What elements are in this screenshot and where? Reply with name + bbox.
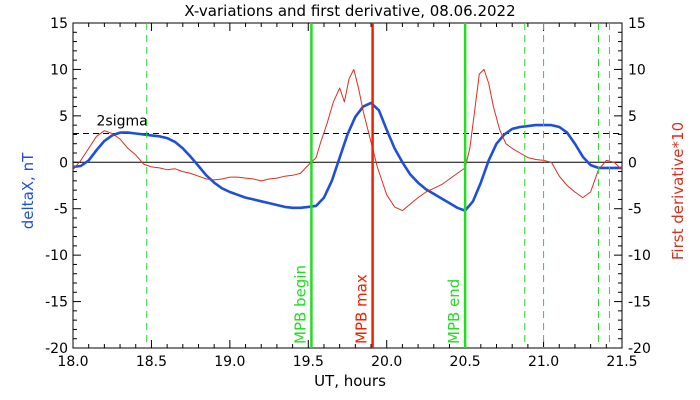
- y-tick-label-right: 0: [628, 155, 637, 171]
- x-tick-label: 18.0: [57, 354, 88, 370]
- x-tick-label: 18.5: [136, 354, 167, 370]
- event-marker-label: MPB begin: [291, 265, 309, 344]
- y-tick-label-right: 15: [628, 16, 646, 32]
- x-tick-label: 21.5: [606, 354, 637, 370]
- threshold-label: 2sigma: [97, 114, 148, 130]
- derivative-series-line: [72, 68, 623, 212]
- y-tick-label-right: -20: [628, 341, 651, 357]
- series: [72, 68, 623, 212]
- y-tick-label-left: 5: [59, 109, 68, 125]
- event-marker-label: MPB end: [445, 279, 463, 344]
- x-tick-label: 20.5: [450, 354, 481, 370]
- y-axis-left-label: deltaX, nT: [19, 152, 37, 229]
- y-tick-label-left: -10: [45, 248, 68, 264]
- x-tick-label: 21.0: [528, 354, 559, 370]
- y-tick-label-left: 10: [50, 62, 68, 78]
- deltax-series-line: [72, 101, 622, 212]
- y-tick-label-left: 15: [50, 16, 68, 32]
- x-tick-label: 20.0: [371, 354, 402, 370]
- y-axis-right-label: First derivative*10: [669, 122, 687, 260]
- y-tick-label-left: 0: [59, 155, 68, 171]
- event-marker-label: MPB max: [353, 274, 371, 344]
- event-markers: MPB begin MPB max MPB end: [146, 23, 610, 348]
- y-tick-label-left: -20: [45, 341, 68, 357]
- y-tick-label-right: 5: [628, 109, 637, 125]
- chart-title: X-variations and first derivative, 08.06…: [184, 2, 515, 20]
- y-tick-label-right: -5: [628, 202, 642, 218]
- x-tick-label: 19.0: [214, 354, 245, 370]
- y-tick-label-right: -15: [628, 295, 651, 311]
- x-axis-label: UT, hours: [314, 372, 386, 390]
- y-tick-label-right: -10: [628, 248, 651, 264]
- x-tick-label: 19.5: [293, 354, 324, 370]
- y-tick-label-right: 10: [628, 62, 646, 78]
- plot-frame: [72, 22, 623, 349]
- y-tick-label-left: -5: [54, 202, 68, 218]
- axes: 18.0 18.5 19.0 19.5 20.0 20.5 21.0 21.5-20 -20-1…: [45, 16, 651, 370]
- y-tick-label-left: -15: [45, 295, 68, 311]
